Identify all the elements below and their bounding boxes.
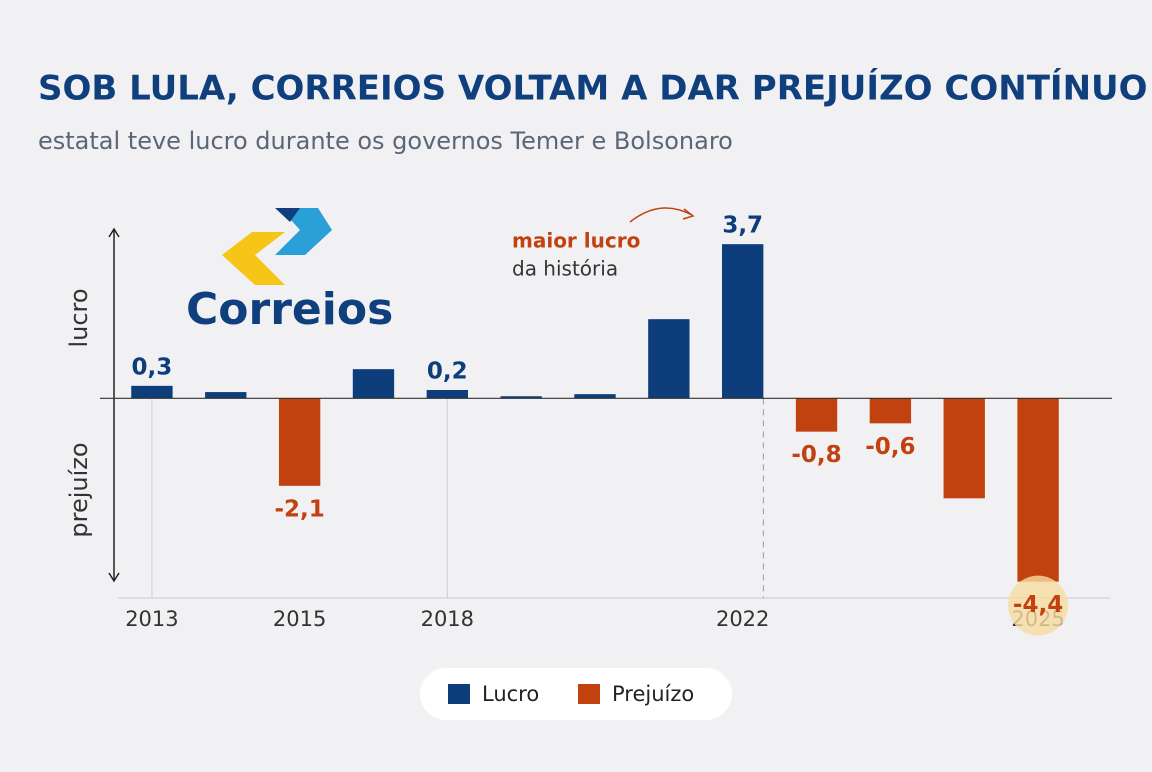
legend-swatch (448, 684, 470, 704)
annotation-line-1: maior lucro (512, 229, 640, 253)
annotation-line-2: da história (512, 257, 618, 281)
bar (648, 319, 690, 399)
value-label: 0,2 (427, 359, 468, 385)
bar (795, 398, 838, 432)
bar (352, 369, 395, 399)
legend-swatch (578, 684, 600, 704)
logo-text: Correios (186, 284, 393, 335)
value-label: -2,1 (274, 496, 324, 522)
highlight (1008, 575, 1069, 636)
x-tick-label: 2015 (273, 607, 326, 631)
legend-label: Lucro (482, 682, 539, 706)
bar (574, 394, 616, 399)
value-label: -4,4 (1013, 592, 1063, 618)
value-label: 0,3 (132, 354, 173, 380)
value-label: -0,6 (865, 434, 915, 460)
chart-subtitle: estatal teve lucro durante os governos T… (38, 127, 733, 155)
annotation-arrowhead (682, 208, 695, 220)
x-tick-label: 2018 (421, 607, 474, 631)
bar (500, 396, 542, 399)
value-label: -0,8 (791, 442, 841, 468)
y-label-prejuizo: prejuízo (65, 442, 93, 537)
legend-label: Prejuízo (612, 682, 694, 706)
bar (426, 390, 468, 399)
x-tick-label: 2013 (125, 607, 178, 631)
bar (722, 244, 764, 399)
legend-box (420, 668, 732, 720)
value-label: 3,7 (722, 213, 763, 239)
annotation-arrow (629, 207, 693, 223)
chart-title: SOB LULA, CORREIOS VOLTAM A DAR PREJUÍZO… (38, 68, 1148, 109)
logo: Correios (186, 208, 393, 335)
bar (869, 398, 912, 424)
y-axis (108, 227, 120, 583)
bar (131, 385, 173, 399)
y-label-lucro: lucro (65, 288, 93, 347)
bar (278, 398, 321, 486)
bar (205, 392, 247, 399)
bar (943, 398, 985, 499)
bar (1017, 398, 1059, 582)
x-tick-label: 2022 (716, 607, 769, 631)
